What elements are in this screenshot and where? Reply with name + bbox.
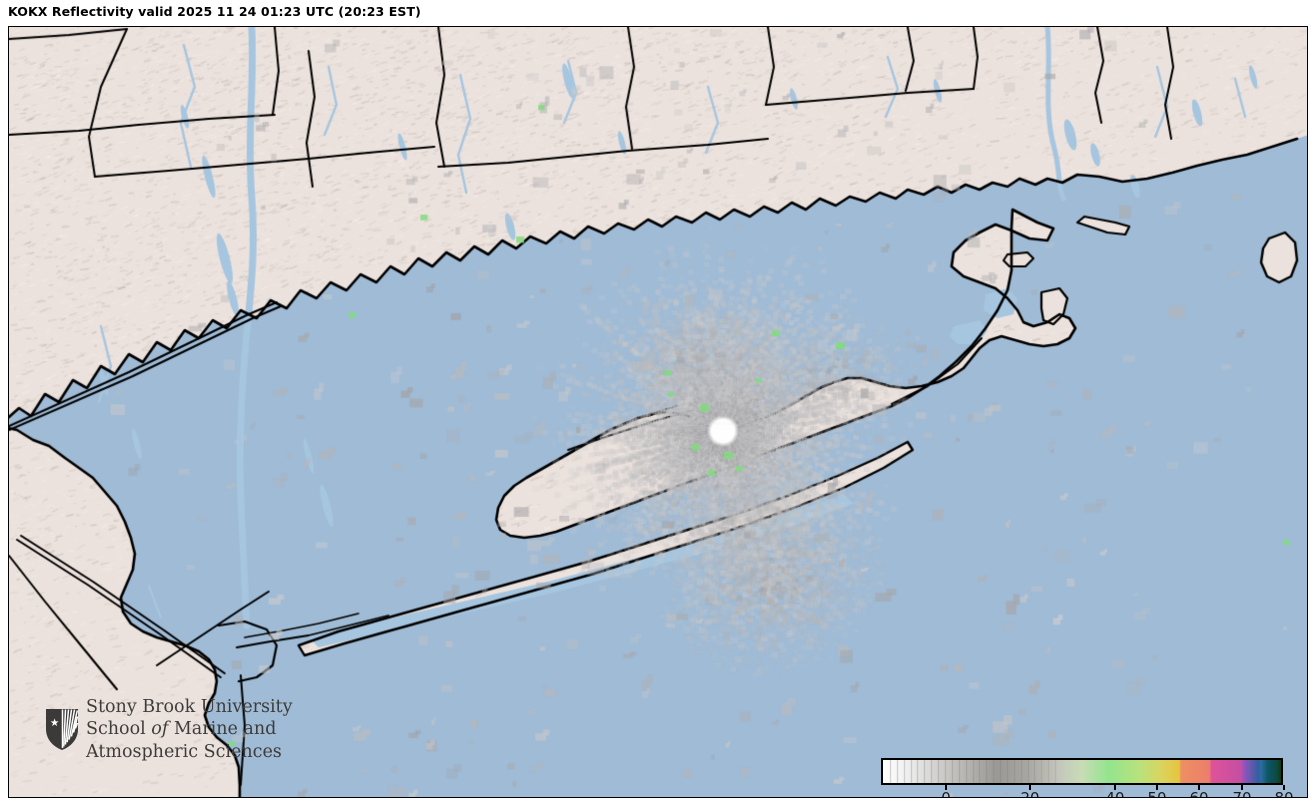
- colorbar-canvas: [883, 760, 1281, 783]
- colorbar-tick-mark: [1114, 785, 1116, 790]
- colorbar-tick-label: 60: [1189, 789, 1209, 798]
- colorbar-tick-mark: [1156, 785, 1158, 790]
- colorbar-tick-mark: [1283, 785, 1285, 790]
- colorbar-gradient[interactable]: [881, 758, 1283, 785]
- reflectivity-colorbar[interactable]: 0 20 40 50 60 70 80: [873, 727, 1294, 798]
- colorbar-tick-label: 80: [1274, 789, 1294, 798]
- colorbar-ticks: 0 20 40 50 60 70 80: [873, 785, 1294, 798]
- colorbar-tick-label: 70: [1232, 789, 1252, 798]
- colorbar-tick-label: 20: [1020, 789, 1040, 798]
- colorbar-tick-mark: [1241, 785, 1243, 790]
- colorbar-tick-mark: [1029, 785, 1031, 790]
- page-title: KOKX Reflectivity valid 2025 11 24 01:23…: [8, 4, 421, 19]
- colorbar-tick-mark: [1198, 785, 1200, 790]
- colorbar-tick-label: 40: [1105, 789, 1125, 798]
- colorbar-tick-label: 0: [941, 789, 951, 798]
- map-frame[interactable]: Stony Brook University School of Marine …: [8, 26, 1308, 798]
- colorbar-tick-label: 50: [1147, 789, 1167, 798]
- radar-map-canvas[interactable]: [9, 27, 1307, 797]
- colorbar-tick-mark: [945, 785, 947, 790]
